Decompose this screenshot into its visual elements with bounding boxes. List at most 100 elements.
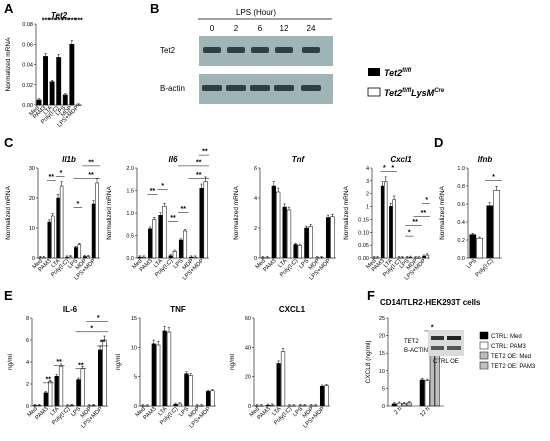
y-tick-label: 2.0: [126, 166, 134, 172]
bar: [486, 205, 494, 259]
inset-band: [447, 346, 461, 350]
inset-label-tet2: TET2: [404, 339, 419, 345]
western-header: LPS (Hour): [236, 8, 276, 17]
y-tick-label: 1.0: [457, 166, 465, 172]
bar: [151, 343, 156, 407]
chart-title: Il1b: [62, 155, 76, 164]
legend-swatch-wt: [368, 68, 380, 76]
y-tick-label: 0: [134, 404, 137, 410]
y-axis-label: Normalized mRNA: [439, 185, 446, 239]
bar: [166, 331, 172, 407]
bar: [43, 56, 49, 106]
bar: [319, 385, 325, 407]
x-tick-label: LTA: [43, 105, 54, 116]
bar: [325, 217, 331, 259]
y-tick-label: 0: [26, 404, 29, 410]
y-tick-label: 4: [26, 360, 29, 366]
bar: [58, 366, 64, 407]
significance-stars: *: [492, 174, 495, 181]
chart-title: Ifnb: [478, 155, 493, 164]
x-tick-label: 2 h: [393, 406, 403, 416]
y-tick-label: 25: [379, 316, 385, 322]
bar: [49, 81, 55, 106]
bar: [324, 385, 329, 407]
panel-letter-a: A: [4, 1, 14, 16]
panel-f-title: CD14/TLR2-HEK293T cells: [380, 298, 481, 307]
blot-band: [302, 47, 320, 53]
significance-stars: **: [49, 174, 55, 181]
y-tick-label: 0.02: [22, 83, 33, 89]
bar: [65, 256, 69, 259]
legend-sup-wt: fl/fl: [402, 68, 411, 74]
legend-label-wt: Tet2fl/fl: [384, 68, 412, 78]
significance-stars: **: [196, 172, 202, 179]
legend-label-ko: Tet2fl/flLysMCre: [384, 88, 445, 98]
bar: [74, 247, 78, 259]
y-tick-label: 40: [245, 345, 251, 351]
x-tick-label: LTA: [50, 258, 61, 269]
inset-band: [447, 336, 461, 340]
y-axis-label: Normalized mRNA: [5, 37, 12, 91]
legend-swatch: [479, 331, 489, 340]
western-time-2: 2: [234, 24, 239, 33]
bar: [493, 190, 500, 259]
chart-cxcl1: Cxcl1 0.00 0.05 0.10 0.15 1 2 3 4 Normalized mRNA…: [343, 155, 430, 282]
western-time-0: 0: [210, 24, 215, 33]
bar: [199, 188, 204, 259]
bar: [293, 244, 298, 259]
bar: [276, 191, 281, 259]
bar: [152, 219, 157, 259]
legend-swatch-ko: [367, 87, 381, 97]
blot-band: [202, 85, 222, 91]
x-tick-label: LTA: [157, 406, 168, 417]
western-row-label: Tet2: [160, 46, 176, 55]
bar: [62, 94, 68, 106]
chart-title: Tet2: [51, 11, 68, 20]
significance-stars: **: [100, 339, 106, 346]
bar: [162, 330, 167, 407]
legend-sup-ko2: LysM: [411, 88, 435, 98]
y-axis-label: ng/ml: [229, 354, 236, 370]
bar: [380, 185, 385, 259]
y-axis-label: Normalized mRNA: [106, 185, 113, 239]
y-tick-label: 0.2: [457, 238, 465, 244]
y-tick-label: 0.8: [457, 184, 465, 190]
bar: [396, 402, 402, 407]
significance-stars: *: [97, 315, 100, 322]
legend-sup-ko: fl/fl: [402, 88, 411, 94]
blot-band: [227, 47, 245, 53]
significance-stars: *: [425, 197, 428, 204]
y-tick-label: 3: [366, 179, 369, 185]
x-tick-label: LTA: [271, 406, 282, 417]
bar: [419, 379, 425, 407]
significance-stars: **: [78, 362, 84, 369]
y-tick-label: 0.0: [126, 256, 134, 262]
panel-letter-e: E: [4, 288, 13, 303]
y-tick-label: 1.0: [126, 211, 134, 217]
significance-stars: ***: [61, 17, 69, 24]
bar: [86, 256, 90, 259]
y-tick-label: 0: [382, 404, 385, 410]
western-time-6: 6: [258, 24, 263, 33]
legend-label: CTRL: Med: [491, 334, 522, 340]
significance-stars: *: [76, 201, 79, 208]
y-tick-label: 0.6: [457, 202, 465, 208]
bar: [392, 199, 396, 259]
y-axis-label: Normalized mRNA: [233, 185, 240, 239]
y-tick-label: 8: [26, 316, 29, 322]
y-tick-label: 0.00: [358, 256, 369, 262]
x-tick-label: LTA: [277, 258, 288, 269]
bar: [210, 390, 215, 407]
bar: [476, 237, 483, 259]
y-tick-label: 0.00: [22, 103, 33, 109]
blot-band: [251, 47, 269, 53]
y-tick-label: 5: [134, 375, 137, 381]
bar: [77, 244, 82, 259]
bar: [469, 234, 477, 259]
bar: [56, 197, 60, 259]
y-tick-label: 2: [366, 192, 369, 198]
y-tick-label: 60: [245, 316, 251, 322]
